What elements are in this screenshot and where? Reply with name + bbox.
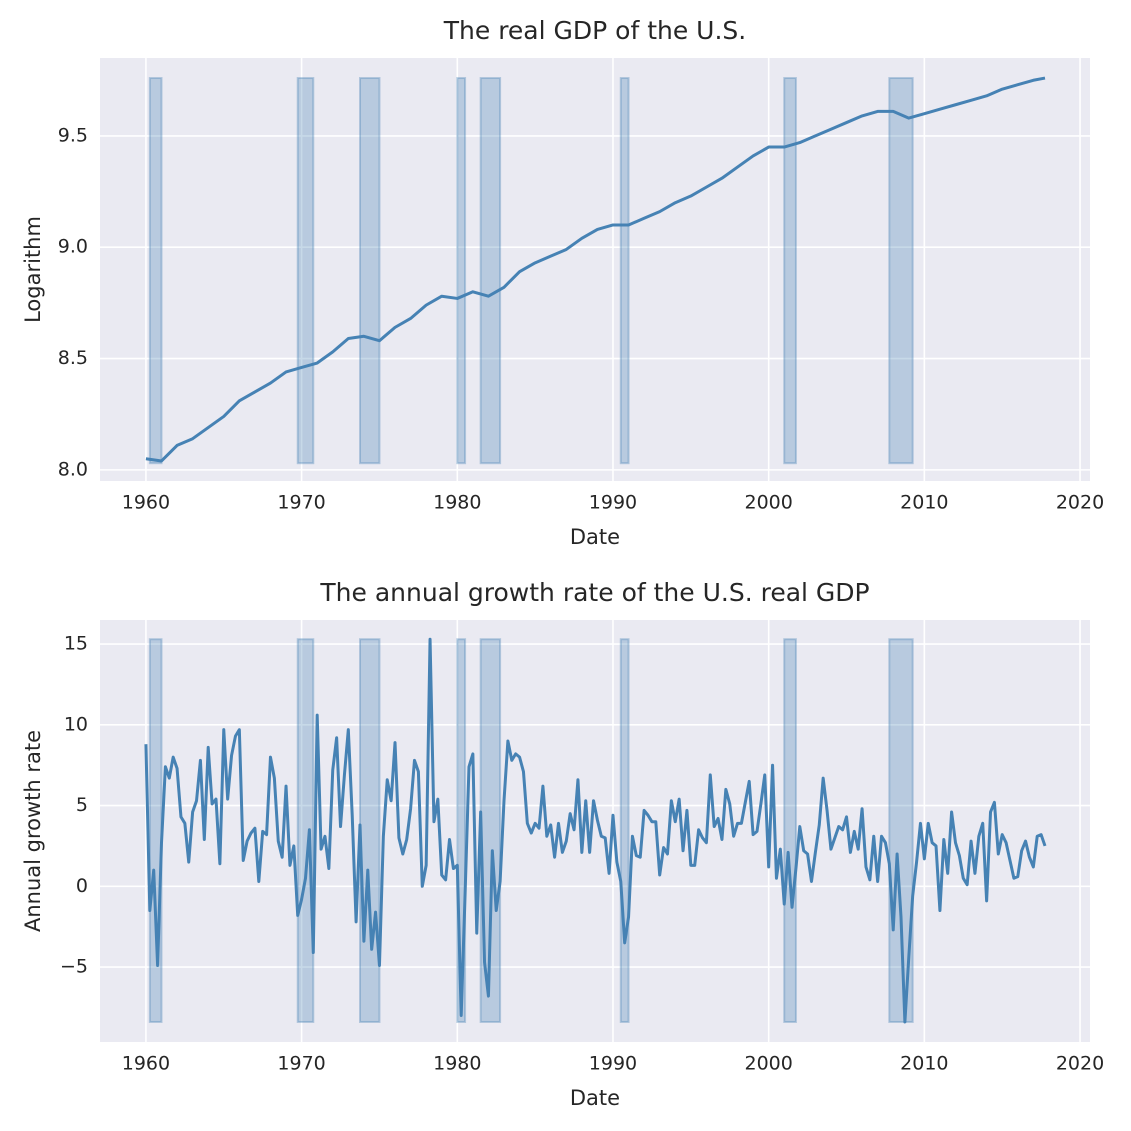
x-tick-label: 2000 [744,492,792,514]
x-tick-label: 1960 [122,492,170,514]
recession-band [148,77,163,465]
x-tick-label: 1990 [589,1053,637,1075]
plot-area [100,58,1090,481]
x-axis-label: Date [570,1086,620,1110]
x-tick-label: 2000 [744,1053,792,1075]
y-tick-label: 10 [64,713,88,735]
recession-band [619,77,630,465]
recession-band [358,638,381,1023]
y-tick-label: −5 [60,956,88,978]
x-tick-label: 1970 [277,492,325,514]
plot-area [100,620,1090,1042]
recession-band [456,77,467,465]
x-tick-label: 2010 [900,492,948,514]
y-tick-label: 0 [76,875,88,897]
x-tick-label: 2020 [1056,1053,1104,1075]
x-tick-label: 2020 [1056,492,1104,514]
x-tick-label: 1980 [433,492,481,514]
recession-band [456,638,467,1023]
chart-title: The annual growth rate of the U.S. real … [319,578,869,607]
data-line [145,76,1046,463]
recession-band [358,77,381,465]
recession-band [783,638,797,1023]
recession-band [619,638,630,1023]
y-tick-label: 9.5 [58,124,88,146]
x-tick-label: 1980 [433,1053,481,1075]
y-tick-label: 5 [76,794,88,816]
recession-band [783,77,797,465]
recession-band [148,638,163,1023]
panel: 1960 1970 1980 1990 2000 2010 2020 −5 0 5 10 15 The … [21,578,1104,1110]
data-line [144,637,1047,1024]
y-axis-label: Annual growth rate [21,730,45,932]
y-tick-label: 15 [64,633,88,655]
recession-band [296,638,315,1023]
recession-band [296,77,315,465]
x-tick-label: 1970 [277,1053,325,1075]
y-tick-label: 8.5 [58,347,88,369]
y-axis-label: Logarithm [21,216,45,323]
recession-band [479,77,502,465]
x-axis-label: Date [570,525,620,549]
recession-band [888,77,914,465]
x-tick-label: 2010 [900,1053,948,1075]
x-tick-label: 1960 [122,1053,170,1075]
chart-title: The real GDP of the U.S. [443,16,747,45]
panel: 1960 1970 1980 1990 2000 2010 2020 8.0 8.5 9.0 9.5… [21,16,1104,549]
y-tick-label: 9.0 [58,236,88,258]
y-tick-label: 8.0 [58,458,88,480]
x-tick-label: 1990 [589,492,637,514]
recession-band [888,638,914,1023]
